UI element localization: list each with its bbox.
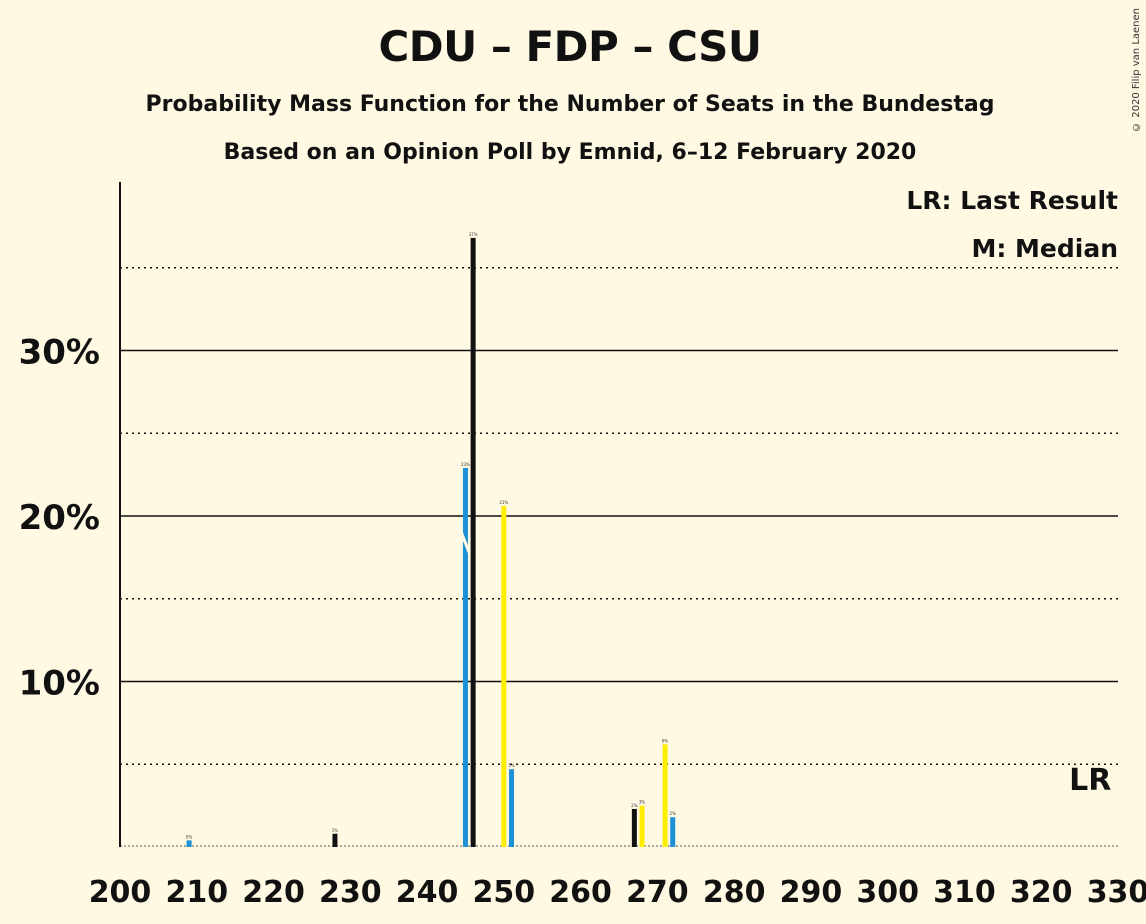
- x-tick-label: 320: [1010, 875, 1073, 910]
- x-tick-label: 200: [89, 875, 152, 910]
- last-result-marker: LR: [1069, 763, 1111, 798]
- x-tick-label: 310: [933, 875, 996, 910]
- x-tick-label: 230: [319, 875, 382, 910]
- median-marker: [458, 528, 471, 553]
- x-tick-label: 210: [165, 875, 228, 910]
- y-tick-label: 20%: [19, 498, 100, 538]
- y-tick-label: 10%: [19, 664, 100, 704]
- bar-value-label: 3%: [639, 800, 646, 805]
- bar-value-label: 2%: [631, 803, 638, 808]
- y-tick-label: 30%: [19, 333, 100, 373]
- x-tick-label: 280: [703, 875, 766, 910]
- bar-value-label: 0%: [186, 834, 193, 839]
- bar-black: [332, 833, 338, 847]
- bar-value-label: 1%: [332, 828, 339, 833]
- bar-value-label: 2%: [670, 811, 677, 816]
- bar-value-label: 5%: [508, 763, 515, 768]
- bar-yellow: [639, 805, 645, 847]
- bar-black: [631, 808, 637, 847]
- x-tick-label: 260: [549, 875, 612, 910]
- bar-yellow: [662, 744, 668, 847]
- bar-blue: [462, 468, 468, 847]
- x-tick-label: 290: [780, 875, 843, 910]
- bar-blue: [670, 817, 676, 847]
- bar-blue: [509, 769, 515, 847]
- x-tick-label: 240: [396, 875, 459, 910]
- bar-value-label: 21%: [499, 500, 508, 505]
- legend-last-result: LR: Last Result: [906, 186, 1118, 215]
- chart-title: CDU – FDP – CSU: [378, 22, 762, 71]
- bar-value-label: 6%: [662, 738, 669, 743]
- x-tick-label: 250: [473, 875, 536, 910]
- bar-yellow: [501, 506, 507, 847]
- legend-median: M: Median: [971, 234, 1118, 263]
- bar-black: [470, 237, 476, 847]
- x-tick-label: 270: [626, 875, 689, 910]
- x-tick-label: 220: [242, 875, 305, 910]
- chart-source: Based on an Opinion Poll by Emnid, 6–12 …: [223, 140, 917, 165]
- chart-subtitle: Probability Mass Function for the Number…: [145, 92, 995, 117]
- bar-blue: [186, 840, 192, 847]
- x-tick-label: 300: [856, 875, 919, 910]
- x-tick-label: 330: [1087, 875, 1146, 910]
- bar-value-label: 23%: [461, 462, 470, 467]
- bar-value-label: 37%: [469, 232, 478, 237]
